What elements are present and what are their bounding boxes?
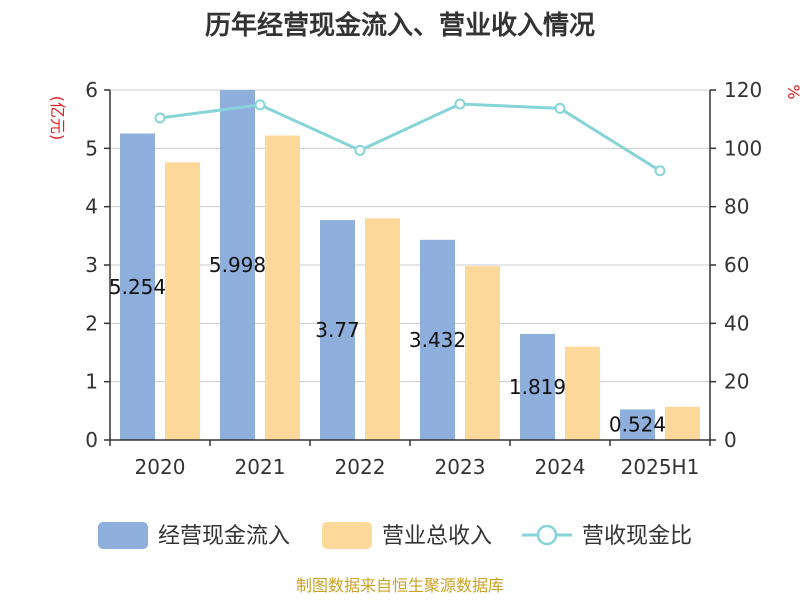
bar-revenue (365, 218, 400, 440)
right-tick-label: 40 (724, 311, 749, 335)
line-point (554, 102, 566, 114)
gridlines (110, 89, 710, 383)
bar-revenue (265, 135, 300, 440)
line-point (454, 98, 466, 110)
data-label: 3.77 (315, 318, 360, 342)
data-label: 1.819 (509, 375, 566, 399)
legend-swatch-cash-inflow (98, 522, 148, 549)
x-tick-label: 2022 (335, 455, 386, 479)
right-tick-label: 60 (724, 253, 749, 277)
left-tick-label: 4 (85, 195, 98, 219)
left-tick-label: 3 (85, 253, 98, 277)
data-label: 3.432 (409, 328, 466, 352)
left-tick-label: 2 (85, 311, 98, 335)
bar-series (120, 90, 700, 441)
line-point (354, 144, 366, 156)
right-tick-label: 100 (724, 136, 762, 160)
left-tick-label: 5 (85, 136, 98, 160)
bar-cash-inflow (120, 133, 155, 440)
right-tick-label: 20 (724, 370, 749, 394)
bar-revenue (165, 162, 200, 441)
right-tick-label: 0 (724, 428, 737, 452)
x-tick-label: 2021 (235, 455, 286, 479)
chart-title: 历年经营现金流入、营业收入情况 (205, 10, 595, 41)
right-tick-label: 80 (724, 195, 749, 219)
data-label: 5.254 (109, 275, 166, 299)
source-note: 制图数据来自恒生聚源数据库 (296, 576, 504, 595)
bar-revenue (565, 346, 600, 440)
line-point (254, 99, 266, 111)
bar-cash-inflow (320, 220, 355, 440)
left-tick-label: 1 (85, 370, 98, 394)
data-label: 0.524 (609, 413, 666, 437)
bar-revenue (465, 266, 500, 440)
x-tick-label: 2025H1 (621, 455, 700, 479)
left-tick-label: 6 (85, 78, 98, 102)
line-series (154, 98, 666, 177)
bar-cash-inflow (420, 239, 455, 440)
right-tick-label: 120 (724, 78, 762, 102)
x-tick-label: 2023 (435, 455, 486, 479)
bar-cash-inflow (620, 409, 655, 440)
line-cash-ratio (159, 102, 661, 173)
right-axis-unit: % (784, 84, 800, 99)
x-tick-label: 2020 (135, 455, 186, 479)
bar-revenue (665, 406, 700, 440)
bar-cash-inflow (520, 333, 555, 440)
legend-label-revenue: 营业总收入 (382, 524, 492, 549)
line-point (654, 165, 666, 177)
legend-label-cash-inflow: 经营现金流入 (158, 524, 290, 549)
x-tick-label: 2024 (535, 455, 586, 479)
left-tick-label: 0 (85, 428, 98, 452)
data-label: 5.998 (209, 253, 266, 277)
bar-cash-inflow (220, 90, 255, 440)
data-labels: 5.254 5.998 3.77 3.432 1.819 0.524 (109, 253, 666, 437)
legend-swatch-revenue (322, 522, 372, 549)
legend: 经营现金流入 营业总收入 营收现金比 (98, 522, 692, 549)
legend-marker-cash-ratio (536, 524, 558, 546)
left-axis-unit: (亿元) (48, 96, 67, 141)
line-point (154, 112, 166, 124)
legend-label-cash-ratio: 营收现金比 (582, 524, 692, 549)
